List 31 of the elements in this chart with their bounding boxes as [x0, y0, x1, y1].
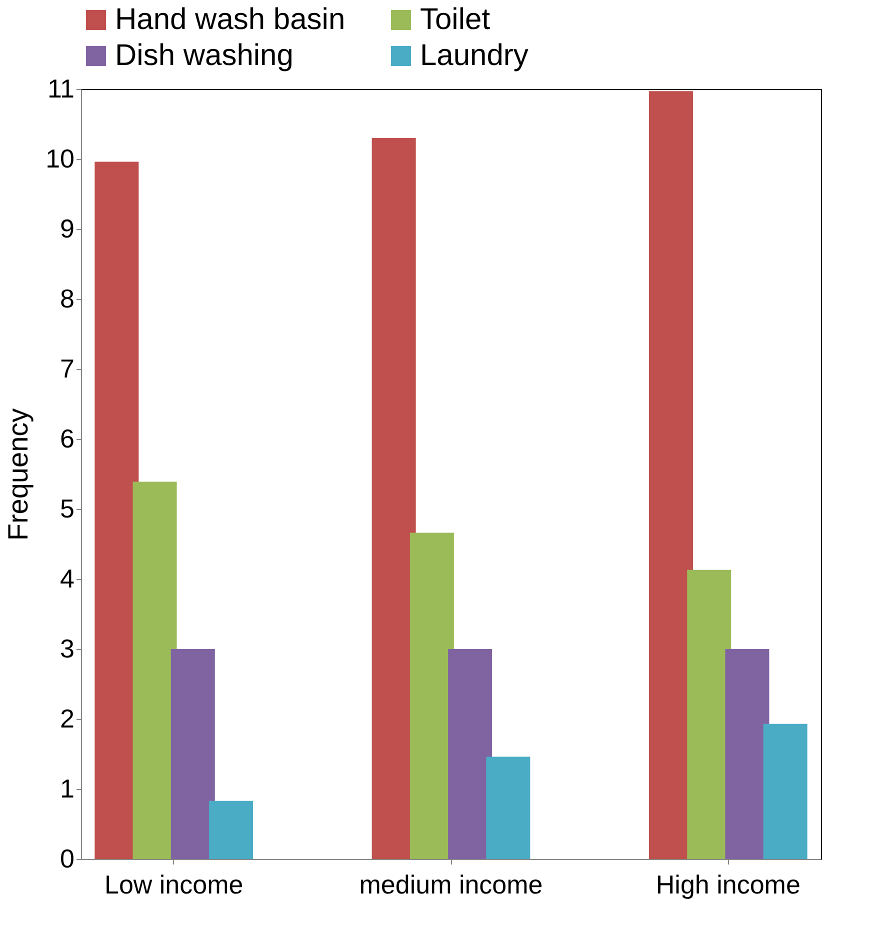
bar	[648, 91, 693, 859]
x-tick-label: Low income	[104, 870, 244, 900]
y-tick-label: 4	[60, 564, 74, 594]
bar	[170, 649, 215, 859]
bar	[448, 649, 492, 859]
y-tick-label: 8	[60, 284, 74, 314]
bar	[132, 482, 177, 859]
y-tick-label: 10	[46, 144, 74, 174]
bar	[410, 532, 454, 859]
bar	[372, 138, 416, 859]
y-tick-label: 9	[60, 214, 74, 244]
y-tick-label: 7	[60, 354, 74, 384]
bar	[209, 800, 254, 859]
bar	[94, 162, 139, 859]
legend-label: Dish washing	[115, 39, 294, 72]
y-tick-label: 11	[48, 74, 74, 104]
y-tick-label: 5	[60, 494, 74, 524]
legend-label: Hand wash basin	[115, 3, 346, 36]
bar	[486, 756, 530, 859]
y-tick-label: 1	[60, 774, 74, 804]
x-tick-label: High income	[656, 870, 800, 900]
bar	[763, 724, 808, 859]
x-tick-label: medium income	[359, 870, 543, 900]
y-tick-label: 2	[60, 704, 74, 734]
y-tick-label: 6	[60, 424, 74, 454]
y-axis-title: Frequency	[2, 408, 34, 541]
bar	[725, 649, 770, 859]
legend-label: Toilet	[420, 3, 491, 36]
y-tick-label: 0	[60, 844, 74, 874]
legend-label: Laundry	[420, 39, 528, 72]
y-tick-label: 3	[60, 634, 74, 664]
